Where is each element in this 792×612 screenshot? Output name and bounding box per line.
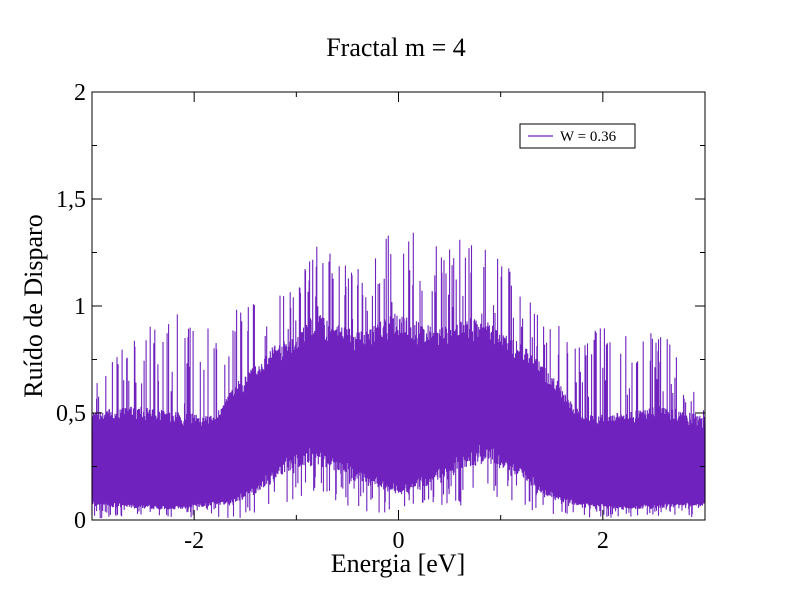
x-tick-labels: -2 0 2 xyxy=(184,528,609,554)
legend-label: W = 0.36 xyxy=(560,129,617,145)
y-tick-label: 0,5 xyxy=(56,401,86,427)
y-tick-label: 2 xyxy=(74,80,86,106)
x-tick-label: 2 xyxy=(597,528,609,554)
x-axis-label: Energia [eV] xyxy=(331,549,466,578)
axis-ticks xyxy=(91,91,706,521)
y-axis-label: Ruído de Disparo xyxy=(19,214,48,397)
series-line-w-0-36 xyxy=(91,232,706,519)
chart-title: Fractal m = 4 xyxy=(326,33,466,62)
x-tick-label: 0 xyxy=(393,528,405,554)
y-tick-label: 1,5 xyxy=(56,187,86,213)
legend: W = 0.36 xyxy=(519,123,636,149)
plot-area xyxy=(91,232,706,519)
y-tick-label: 0 xyxy=(74,508,86,534)
x-tick-label: -2 xyxy=(184,528,204,554)
y-tick-labels: 0 0,5 1 1,5 2 xyxy=(56,80,86,534)
y-tick-label: 1 xyxy=(74,294,86,320)
